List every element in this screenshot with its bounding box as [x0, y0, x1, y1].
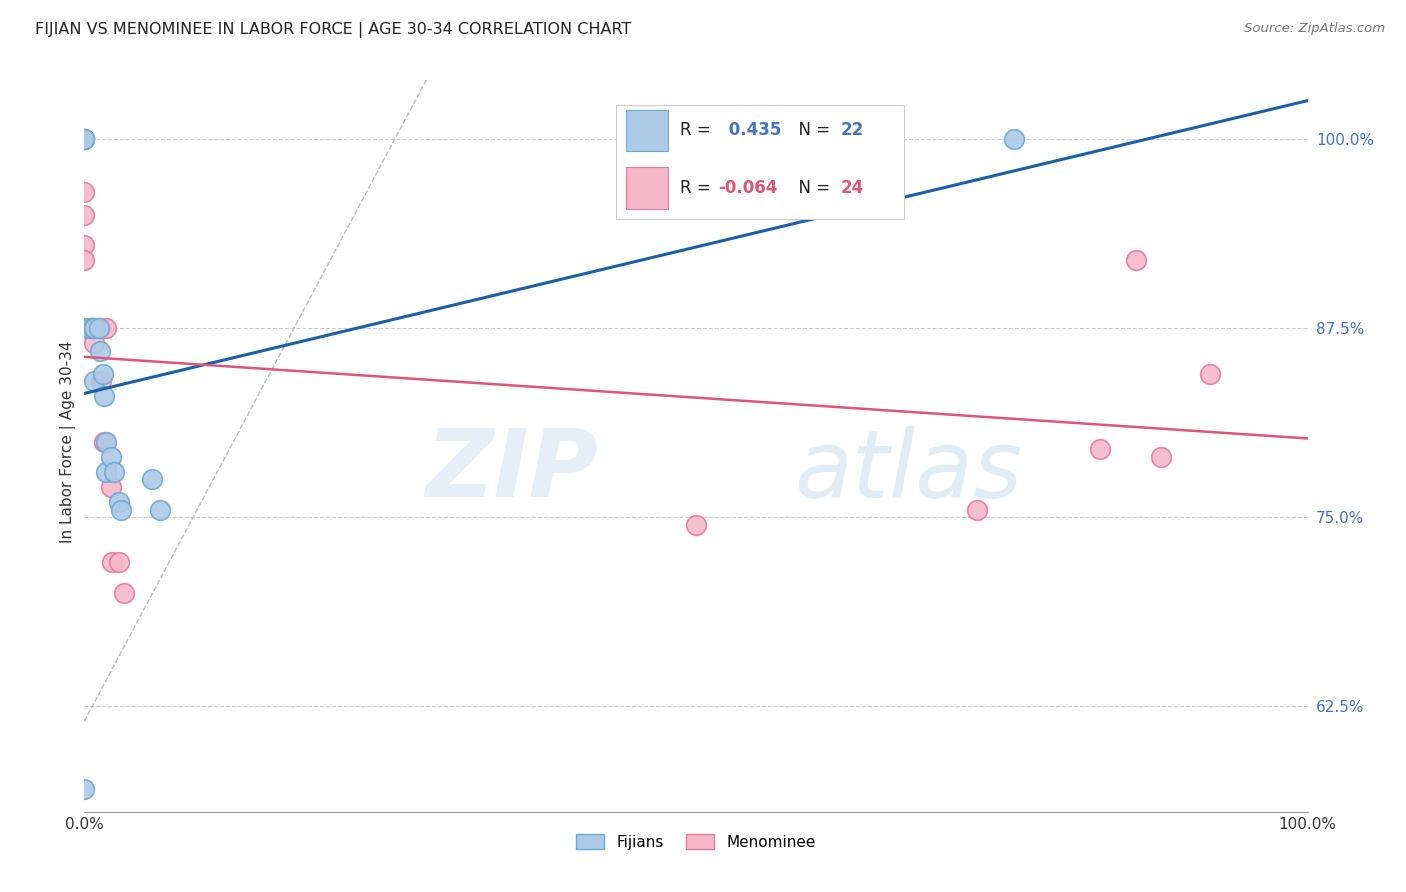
Point [73, 132, 96, 146]
Point [73, 132, 96, 146]
Text: N =: N = [787, 121, 835, 139]
Point [149, 502, 172, 516]
Point [73, 186, 96, 200]
Point [79, 321, 101, 335]
Point [1088, 442, 1111, 456]
Text: N =: N = [787, 179, 835, 197]
Point [110, 502, 132, 516]
Point [89, 321, 111, 335]
Point [685, 517, 707, 532]
Point [73, 321, 96, 335]
Point [966, 502, 988, 516]
Point [90, 374, 112, 388]
Point [100, 450, 122, 464]
Point [87, 321, 110, 335]
Point [1125, 253, 1147, 268]
Point [73, 132, 96, 146]
Y-axis label: In Labor Force | Age 30-34: In Labor Force | Age 30-34 [60, 340, 76, 543]
Point [107, 495, 129, 509]
Point [107, 556, 129, 570]
Point [83, 321, 105, 335]
Point [112, 585, 135, 599]
Point [73, 253, 96, 268]
Point [73, 782, 96, 797]
Legend: Fijians, Menominee: Fijians, Menominee [571, 828, 821, 856]
Point [82, 321, 104, 335]
Text: 0.435: 0.435 [723, 121, 782, 139]
Point [1198, 367, 1220, 381]
Text: -0.064: -0.064 [718, 179, 778, 197]
Point [83, 374, 105, 388]
Text: R =: R = [681, 121, 716, 139]
Point [89, 343, 111, 358]
Point [83, 336, 105, 351]
Text: Source: ZipAtlas.com: Source: ZipAtlas.com [1244, 22, 1385, 36]
Point [93, 389, 115, 403]
Text: ZIP: ZIP [425, 425, 598, 517]
Point [100, 480, 122, 494]
Point [96, 321, 118, 335]
Point [91, 367, 114, 381]
Text: 22: 22 [841, 121, 863, 139]
Text: FIJIAN VS MENOMINEE IN LABOR FORCE | AGE 30-34 CORRELATION CHART: FIJIAN VS MENOMINEE IN LABOR FORCE | AGE… [35, 22, 631, 38]
Point [73, 238, 96, 252]
Text: atlas: atlas [794, 425, 1022, 516]
FancyBboxPatch shape [626, 167, 668, 209]
FancyBboxPatch shape [616, 104, 904, 219]
Text: R =: R = [681, 179, 716, 197]
Point [101, 556, 124, 570]
Point [80, 321, 103, 335]
Point [79, 321, 101, 335]
Point [1002, 132, 1025, 146]
Point [103, 465, 125, 479]
Point [141, 472, 163, 486]
Point [93, 434, 115, 449]
Point [82, 321, 104, 335]
FancyBboxPatch shape [626, 110, 668, 152]
Point [73, 132, 96, 146]
Point [1150, 450, 1173, 464]
Point [73, 208, 96, 222]
Point [83, 321, 105, 335]
Point [96, 434, 118, 449]
Point [96, 465, 118, 479]
Text: 24: 24 [841, 179, 863, 197]
